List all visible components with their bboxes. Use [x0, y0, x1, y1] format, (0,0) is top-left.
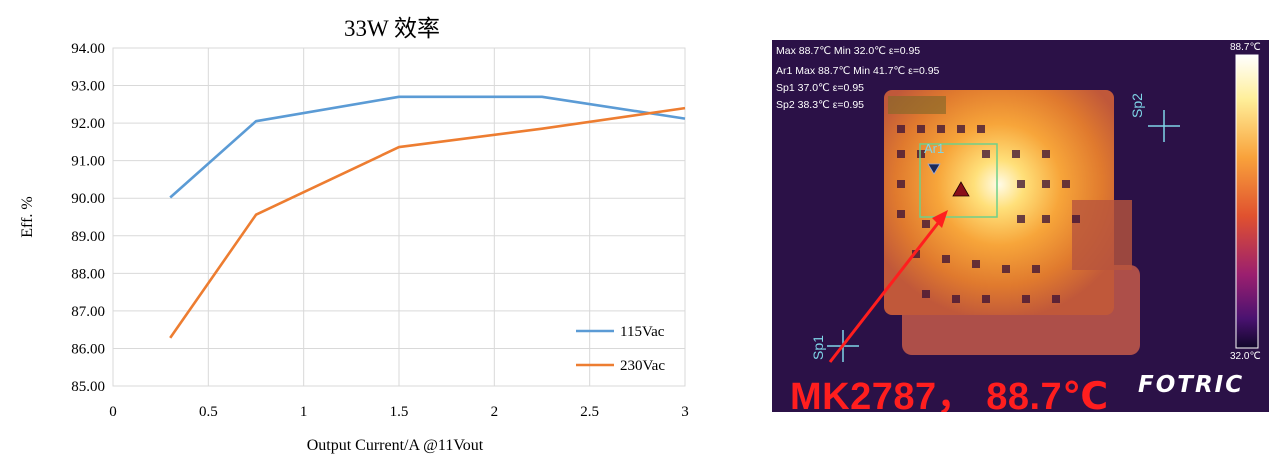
overlay-line-3: Sp1 37.0℃ ε=0.95 — [776, 82, 864, 94]
y-axis-label: Eff. % — [19, 196, 36, 237]
series-lines — [169, 95, 686, 339]
x-tick-label: 0.5 — [199, 404, 218, 420]
board-upper — [884, 90, 1114, 315]
x-tick-label: 0 — [109, 404, 117, 420]
color-scale-bar — [1235, 54, 1259, 349]
y-tick-label: 86.00 — [71, 341, 105, 357]
y-tick-label: 92.00 — [71, 116, 105, 132]
y-tick-label: 91.00 — [71, 154, 105, 170]
series-line-115Vac — [169, 95, 686, 199]
x-axis-ticks: 0 0.5 1 1.5 2 2.5 3 — [109, 404, 689, 420]
grid-lines — [112, 47, 686, 387]
chart-title: 33W 效率 — [344, 16, 440, 41]
fotric-logo: FOTRIC — [1138, 372, 1245, 398]
x-tick-label: 2 — [491, 404, 499, 420]
sp1-label: Sp1 — [810, 335, 826, 360]
area-ar1-box — [919, 143, 998, 218]
min-temp-marker — [927, 163, 941, 175]
y-axis-ticks: 85.00 86.00 87.00 88.00 89.00 90.00 91.00 92.00… — [71, 41, 105, 395]
sp2-label: Sp2 — [1129, 93, 1145, 118]
side-component — [1072, 200, 1132, 270]
overlay-line-2: Ar1 Max 88.7℃ Min 41.7℃ ε=0.95 — [776, 65, 940, 77]
scale-max-label: 88.7℃ — [1230, 42, 1261, 53]
y-tick-label: 90.00 — [71, 191, 105, 207]
overlay-line-1: Max 88.7℃ Min 32.0℃ ε=0.95 — [776, 45, 921, 57]
x-axis-label: Output Current/A @11Vout — [307, 437, 484, 454]
x-tick-label: 1 — [300, 404, 308, 420]
component-pads — [897, 125, 1080, 303]
plot-area-border — [112, 47, 686, 387]
text-overlay-box — [888, 96, 946, 114]
y-tick-label: 87.00 — [71, 304, 105, 320]
series-line-230Vac — [169, 106, 686, 339]
thermal-scene — [772, 40, 1269, 412]
x-tick-label: 3 — [681, 404, 689, 420]
area-ar1-label: Ar1 — [924, 141, 945, 156]
thermal-image: Max 88.7℃ Min 32.0℃ ε=0.95 Ar1 Max 88.7℃… — [772, 40, 1269, 412]
efficiency-chart: 33W 效率 85.00 86.00 87.00 88.00 89.00 90.00 91.… — [19, 16, 689, 454]
legend: 115Vac 230Vac — [576, 324, 665, 374]
y-tick-label: 88.00 — [71, 266, 105, 282]
overlay-line-4: Sp2 38.3℃ ε=0.95 — [776, 99, 864, 111]
y-tick-label: 85.00 — [71, 379, 105, 395]
pointer-arrow-head — [932, 210, 948, 228]
pointer-arrow-line — [828, 217, 944, 363]
x-tick-label: 1.5 — [390, 404, 409, 420]
y-tick-label: 93.00 — [71, 79, 105, 95]
legend-label: 230Vac — [620, 358, 665, 374]
y-tick-label: 89.00 — [71, 229, 105, 245]
legend-label: 115Vac — [620, 324, 665, 340]
x-tick-label: 2.5 — [580, 404, 599, 420]
scale-min-label: 32.0℃ — [1230, 351, 1261, 362]
y-tick-label: 94.00 — [71, 41, 105, 57]
temperature-caption: MK2787， 88.7℃ — [790, 376, 1109, 412]
max-temp-marker — [952, 181, 970, 197]
